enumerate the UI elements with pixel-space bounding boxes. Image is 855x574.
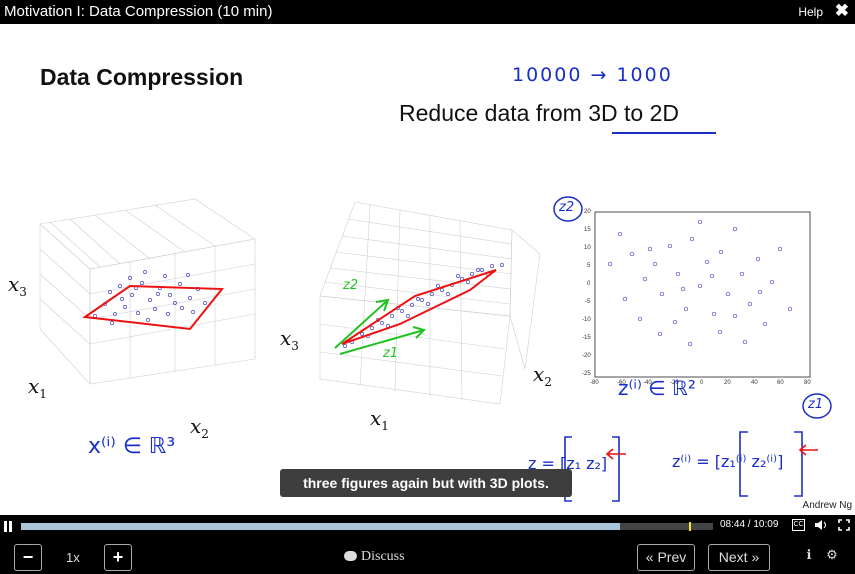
- seek-bar-played: [21, 523, 620, 530]
- hw-z-in-r2: z⁽ⁱ⁾ ∈ ℝ²: [618, 376, 696, 400]
- y-tick: -5: [585, 299, 591, 305]
- chat-bubble-icon: [344, 551, 357, 561]
- pause-icon[interactable]: [3, 521, 13, 532]
- subtitle-caption: three figures again but with 3D plots.: [280, 469, 572, 497]
- x-tick: -40: [643, 380, 652, 386]
- x-tick: 80: [804, 380, 811, 386]
- info-icon[interactable]: ℹ: [806, 547, 812, 562]
- discuss-button[interactable]: Discuss: [344, 549, 405, 565]
- hw-z1-circle: [802, 393, 832, 419]
- hw-z2-circle: [553, 196, 583, 222]
- progress-row: 08:44 / 10:09 CC: [0, 515, 855, 537]
- time-current: 08:44: [720, 519, 746, 530]
- hw-red-arrows: [605, 444, 818, 460]
- figure-1-3d-plot: [39, 198, 256, 385]
- x-tick: 20: [724, 380, 731, 386]
- lecture-slide: Data Compression 10000 → 1000 Reduce dat…: [0, 24, 855, 515]
- time-separator: /: [745, 519, 754, 530]
- y-tick: 0: [587, 281, 591, 287]
- close-icon[interactable]: ✖: [834, 1, 849, 20]
- figure-2-3d-plot: [319, 201, 541, 405]
- figure-2-green-arrows: [334, 298, 426, 355]
- playback-speed: 1x: [66, 550, 80, 565]
- x-tick: -20: [670, 380, 679, 386]
- y-tick: 5: [587, 263, 591, 269]
- figure-2-plane: [341, 269, 497, 345]
- time-display: 08:44 / 10:09: [720, 519, 778, 530]
- subtitle-underline: [612, 132, 716, 134]
- cc-icon[interactable]: CC: [792, 519, 805, 531]
- slower-button[interactable]: −: [14, 544, 42, 571]
- fig3-hw-z1: z1: [808, 397, 824, 412]
- seek-bar-marker: [688, 522, 691, 531]
- title-bar: Motivation I: Data Compression (10 min) …: [0, 0, 855, 24]
- fig1-x3-label: x3: [8, 272, 27, 299]
- y-tick: -15: [582, 335, 591, 341]
- y-tick: 20: [584, 209, 591, 215]
- x-tick: 60: [777, 380, 784, 386]
- next-button[interactable]: Next »: [708, 544, 770, 571]
- figure-1-points: [93, 270, 207, 325]
- hw-zi-vector: z⁽ⁱ⁾ = [z₁⁽ⁱ⁾ z₂⁽ⁱ⁾]: [672, 452, 784, 471]
- prev-button[interactable]: « Prev: [637, 544, 695, 571]
- figure-1-plane: [82, 284, 225, 331]
- handwritten-annotation-top: 10000 → 1000: [512, 64, 673, 86]
- fig3-hw-z2: z2: [559, 200, 575, 215]
- fig1-x1-label: x1: [28, 374, 47, 401]
- x-tick: 40: [751, 380, 758, 386]
- y-tick: -20: [582, 353, 591, 359]
- fullscreen-icon[interactable]: [838, 519, 850, 531]
- figure-3-points: [607, 219, 793, 347]
- x-tick: 0: [700, 380, 704, 386]
- lecture-title: Motivation I: Data Compression (10 min): [4, 3, 273, 20]
- fig2-x2-label: x2: [533, 362, 552, 389]
- fig2-x1-label: x1: [370, 406, 389, 433]
- seek-bar[interactable]: [21, 522, 713, 531]
- gear-icon[interactable]: ⚙: [826, 547, 838, 562]
- hw-z-vector: z = [z₁ z₂]: [528, 454, 608, 473]
- fig1-x2-label: x2: [190, 414, 209, 441]
- control-bar: − 1x + Discuss « Prev Next » ℹ ⚙: [0, 537, 855, 574]
- fig2-x3-label: x3: [280, 326, 299, 353]
- faster-button[interactable]: +: [104, 544, 132, 571]
- y-tick: -10: [582, 317, 591, 323]
- y-tick: 10: [584, 245, 591, 251]
- fig2-hw-z1: z1: [383, 346, 399, 361]
- discuss-label: Discuss: [361, 549, 405, 564]
- fig2-hw-z2: z2: [343, 278, 359, 293]
- x-tick: -80: [590, 380, 599, 386]
- x-tick: -60: [617, 380, 626, 386]
- time-total: 10:09: [753, 519, 779, 530]
- figure-3-plot-frame: [594, 211, 811, 378]
- slide-credit: Andrew Ng: [802, 500, 852, 511]
- help-link[interactable]: Help: [798, 5, 823, 19]
- hw-x-in-r3: x⁽ⁱ⁾ ∈ ℝ³: [88, 434, 176, 459]
- y-tick: -25: [582, 371, 591, 377]
- slide-subtitle: Reduce data from 3D to 2D: [399, 100, 679, 126]
- y-tick: 15: [584, 227, 591, 233]
- volume-icon[interactable]: [814, 519, 826, 531]
- slide-title: Data Compression: [40, 64, 244, 90]
